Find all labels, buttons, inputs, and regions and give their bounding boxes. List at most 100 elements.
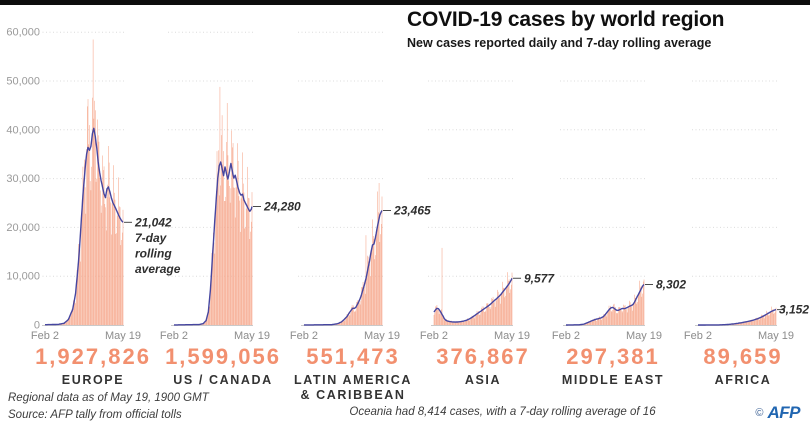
bar (603, 313, 605, 325)
bar (109, 197, 111, 325)
bar (232, 147, 233, 325)
bar (471, 315, 473, 325)
data-as-of-note: Regional data as of May 19, 1900 GMT (8, 392, 209, 404)
y-axis-tick-label: 0 (34, 320, 40, 332)
bar (68, 318, 69, 325)
chart-latin-america-caribbean: Feb 2 May 19 23,465 (290, 31, 431, 342)
bar (243, 192, 245, 325)
bar (614, 308, 616, 325)
bar (221, 135, 222, 325)
bar (451, 321, 453, 325)
bar (215, 205, 216, 325)
bar (467, 318, 468, 325)
bar (761, 315, 763, 325)
bar (455, 321, 457, 325)
bar (112, 203, 114, 325)
bar (591, 321, 593, 325)
bar (742, 322, 743, 325)
bar (250, 221, 252, 325)
bar (454, 322, 455, 325)
bar (240, 198, 242, 325)
bar (495, 300, 497, 325)
total-value: 89,659 (703, 344, 783, 369)
bar (632, 304, 634, 325)
bar (504, 297, 505, 325)
bar (103, 166, 105, 325)
bar (361, 287, 362, 325)
bar (499, 297, 500, 325)
bar (76, 270, 78, 325)
bar (224, 201, 225, 325)
bar (246, 204, 248, 325)
bar (774, 312, 775, 325)
bar (250, 231, 251, 325)
bar (616, 312, 617, 325)
bar (740, 322, 741, 325)
bar (69, 318, 71, 325)
bar (351, 304, 353, 325)
bar (81, 217, 82, 325)
bar (70, 314, 72, 325)
bar (92, 39, 94, 325)
bar (640, 287, 641, 325)
bar (359, 304, 361, 325)
bar (352, 307, 354, 325)
bar (613, 304, 614, 325)
bar (757, 319, 759, 325)
bar (617, 312, 619, 325)
bar (630, 306, 632, 325)
y-axis-tick-label: 50,000 (6, 76, 40, 88)
bar (623, 304, 624, 325)
bar (443, 320, 445, 325)
bar (601, 320, 602, 325)
bar (635, 297, 637, 325)
bar (447, 320, 449, 325)
bar (460, 321, 462, 325)
bar (497, 291, 499, 325)
bar (457, 321, 459, 325)
bar (610, 305, 611, 325)
bar (344, 320, 346, 325)
bar (103, 170, 104, 325)
x-tick-start: Feb 2 (684, 330, 712, 342)
region-total-africa: 89,659 AFRICA (678, 344, 808, 402)
bar (88, 144, 90, 325)
bar (108, 162, 110, 325)
bar (510, 289, 511, 325)
bar (226, 103, 228, 325)
bar (508, 280, 509, 325)
bar (628, 306, 629, 325)
bar (585, 323, 586, 325)
bar (497, 289, 498, 325)
bar (473, 315, 474, 325)
bar (119, 206, 120, 325)
bar (643, 279, 645, 325)
total-value: 551,473 (306, 344, 400, 369)
bar (381, 196, 383, 325)
bar (769, 315, 770, 325)
bar (593, 319, 594, 325)
bar (82, 166, 84, 325)
bar (763, 316, 764, 325)
total-value: 297,381 (566, 344, 660, 369)
bar (478, 314, 480, 325)
annotation-middle-east: 8,302 (656, 277, 686, 291)
bar (594, 318, 595, 325)
bar (63, 323, 65, 325)
rolling-average-line (45, 127, 124, 326)
bar (589, 321, 591, 325)
bar (609, 308, 611, 325)
bar (65, 322, 66, 325)
chart-africa: Feb 2 May 19 3,152 (684, 80, 809, 342)
bar (586, 323, 588, 325)
bar (637, 295, 639, 325)
bar (492, 296, 494, 325)
x-tick-start: Feb 2 (31, 330, 59, 342)
bar (221, 115, 223, 325)
bar (618, 307, 620, 325)
bar (599, 316, 600, 325)
oceania-note: Oceania had 8,414 cases, with a 7-day ro… (349, 406, 656, 418)
bar (438, 309, 439, 325)
bar (121, 232, 123, 325)
